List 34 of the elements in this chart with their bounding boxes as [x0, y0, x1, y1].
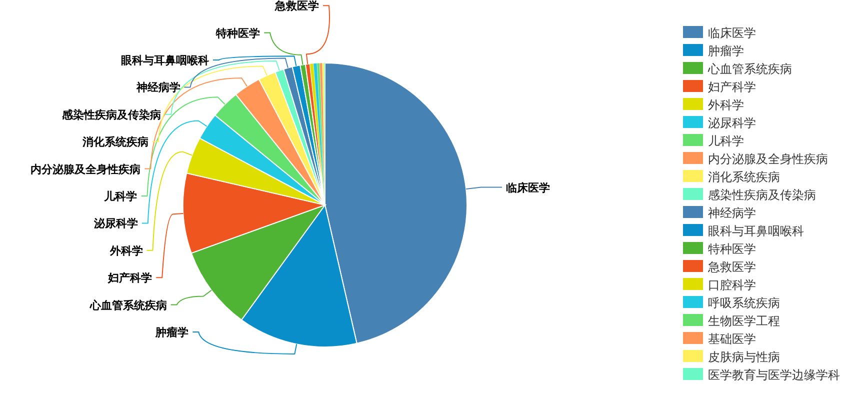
- legend-label: 特种医学: [708, 242, 756, 256]
- slice-label: 感染性疾病及传染病: [61, 108, 162, 122]
- legend-label: 神经病学: [708, 206, 756, 220]
- slice-label: 临床医学: [506, 181, 550, 194]
- legend-label: 医学教育与医学边缘学科: [708, 368, 840, 382]
- legend-label: 感染性疾病及传染病: [708, 188, 816, 202]
- legend-label: 肿瘤学: [708, 44, 744, 58]
- legend-label: 呼吸系统疾病: [708, 296, 780, 310]
- slice-label: 神经病学: [135, 81, 180, 94]
- legend-label: 消化系统疾病: [708, 170, 780, 184]
- legend-label: 临床医学: [708, 26, 756, 40]
- legend-label: 口腔科学: [708, 278, 756, 292]
- slice-label: 眼科与耳鼻咽喉科: [121, 54, 210, 67]
- legend-label: 基础医学: [708, 332, 756, 346]
- legend-label: 急救医学: [707, 260, 756, 274]
- slice-label: 心血管系统疾病: [88, 298, 167, 312]
- legend-label: 妇产科学: [708, 80, 756, 94]
- slice-label: 消化系统疾病: [81, 136, 148, 149]
- legend-label: 内分泌腺及全身性疾病: [708, 152, 828, 166]
- slice-label: 特种医学: [215, 26, 260, 40]
- slice-label: 急救医学: [274, 0, 319, 13]
- slice-label: 外科学: [108, 244, 143, 258]
- legend-label: 心血管系统疾病: [707, 62, 792, 76]
- slice-label: 泌尿科学: [92, 217, 138, 230]
- legend-label: 泌尿科学: [708, 116, 756, 130]
- slice-label: 肿瘤学: [154, 326, 189, 339]
- legend-label: 生物医学工程: [708, 314, 780, 328]
- legend-label: 眼科与耳鼻咽喉科: [708, 224, 804, 238]
- legend-label: 外科学: [708, 98, 744, 112]
- legend-label: 儿科学: [708, 134, 744, 148]
- slice-label: 妇产科学: [107, 272, 152, 285]
- slice-label: 内分泌腺及全身性疾病: [30, 162, 141, 176]
- slice-label: 儿科学: [103, 190, 138, 203]
- legend-label: 皮肤病与性病: [708, 350, 780, 364]
